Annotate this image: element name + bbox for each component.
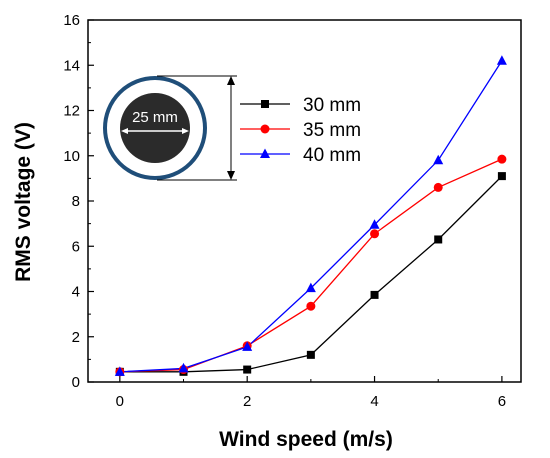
series-1 [119,158,503,373]
legend-marker [261,100,269,108]
plot-frame [87,19,522,383]
data-point [306,350,315,359]
series-markers-2 [114,55,507,376]
series-0 [119,175,503,373]
inset-core-circle [120,93,190,163]
y-tick-label: 14 [63,57,80,74]
data-point [306,301,316,311]
data-point [433,154,444,165]
x-tick-label: 4 [370,393,378,410]
legend-item: 35 mm [240,120,361,141]
legend-label: 30 mm [303,95,361,116]
legend-item: 30 mm [240,95,361,116]
data-point [496,55,507,65]
data-point [114,366,125,376]
data-point [497,154,507,164]
inset-core-arrow-right [182,128,189,134]
x-tick-label: 0 [116,393,124,410]
data-point [243,365,252,374]
y-tick-label: 10 [63,148,80,165]
series-markers-1 [115,154,507,377]
y-tick-label: 0 [72,374,80,391]
legend-item: 40 mm [240,145,361,166]
series-line [119,175,503,373]
data-point [305,282,316,293]
inset-diagram: 25 mm [103,75,237,181]
y-tick-label: 4 [72,284,80,301]
x-axis-title: Wind speed (m/s) [219,428,393,451]
y-tick-label: 12 [63,103,80,120]
data-point [178,362,189,373]
legend-label: 35 mm [303,120,361,141]
x-tick-label: 6 [498,393,506,410]
series-group [114,55,507,377]
x-tick-label: 2 [243,393,251,410]
legend: 30 mm 35 mm 40 mm [240,95,361,166]
y-tick-label: 6 [72,238,80,255]
inset-outer-arrow-bottom [227,171,235,180]
data-point [370,229,380,239]
legend-marker [260,148,270,158]
plot-frame-group [87,19,522,383]
y-tick-label: 2 [72,329,80,346]
legend-marker [260,124,270,134]
series-line [119,158,503,373]
data-point [370,290,379,299]
data-point [433,182,443,192]
inset-core-arrow-left [121,128,128,134]
y-axis-title: RMS voltage (V) [12,122,35,282]
data-point [369,219,380,229]
data-point [497,172,506,181]
y-tick-label: 8 [72,193,80,210]
inset-outer-arrow-top [227,76,235,85]
y-tick-label: 16 [63,12,80,29]
inset-core-label: 25 mm [132,109,178,126]
data-point [242,341,253,351]
ticks-group: 0 2 4 6 0 2 4 6 8 10 12 14 16 [63,12,506,410]
legend-label: 40 mm [303,145,361,166]
data-point [434,235,443,244]
series-markers-0 [115,172,506,376]
